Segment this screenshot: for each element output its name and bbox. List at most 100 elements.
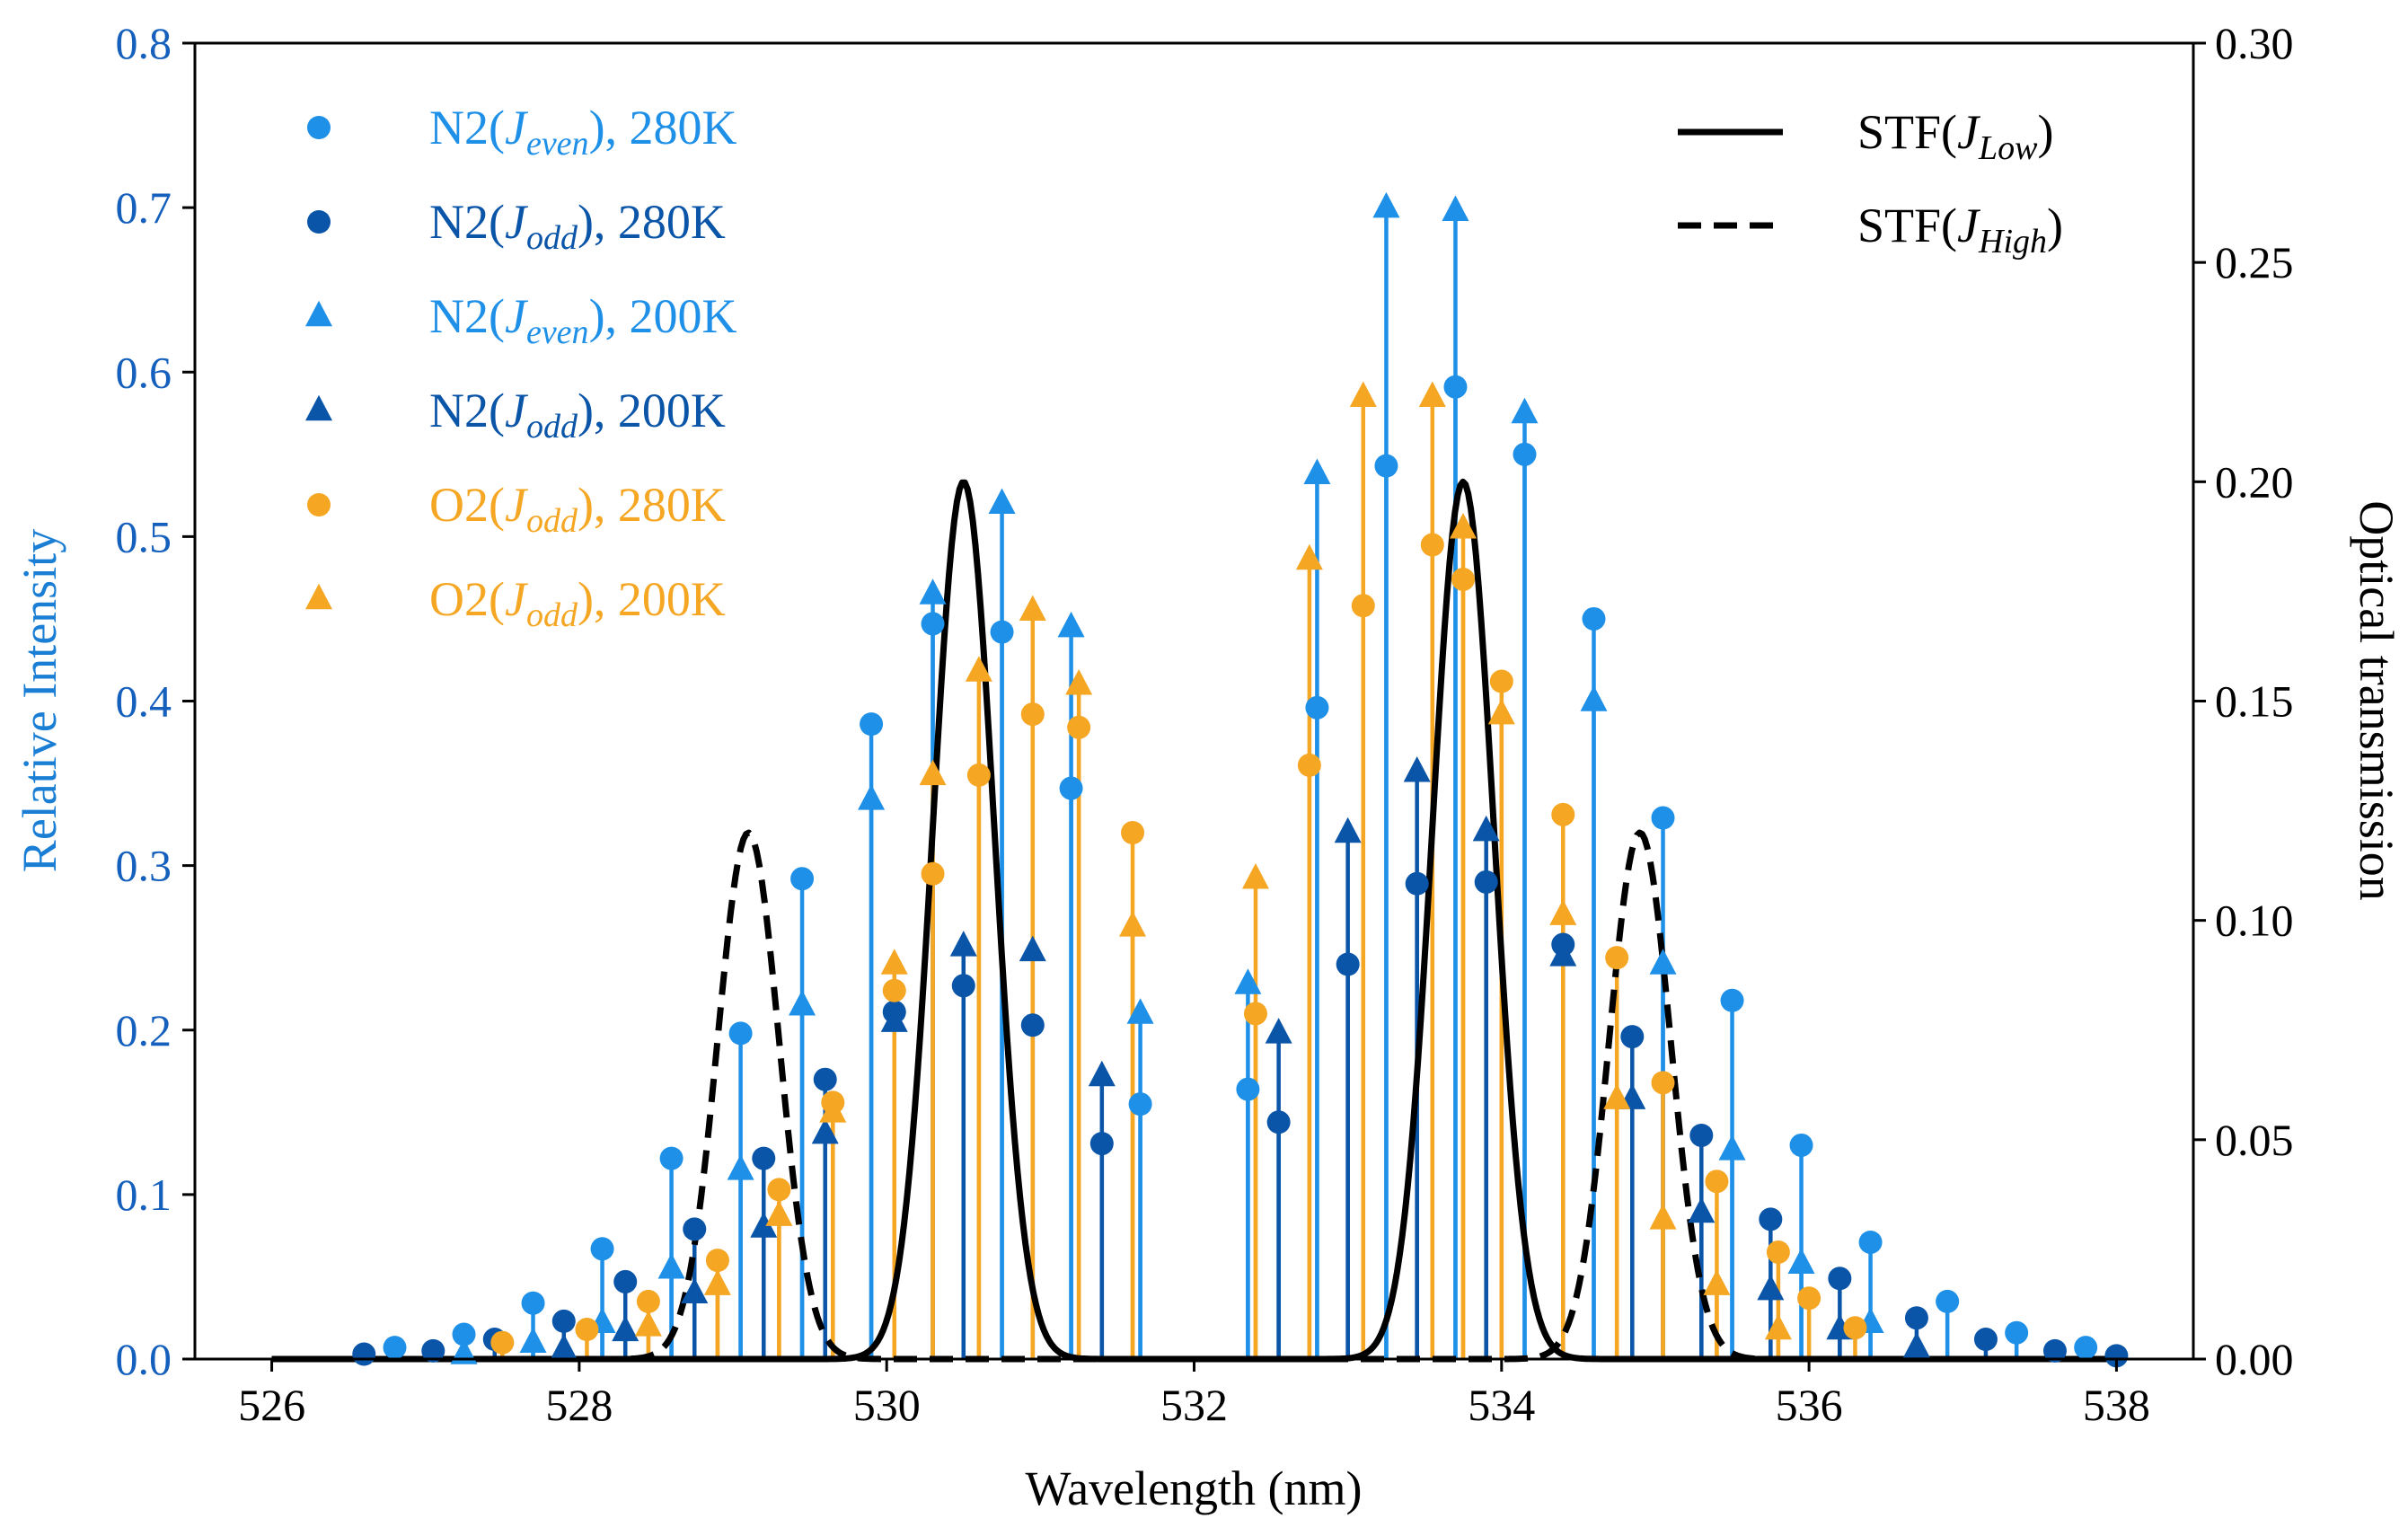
legend-line-label-0: STF(JLow) <box>1857 105 2053 167</box>
point-3-8 <box>1088 1060 1116 1087</box>
point-3-18 <box>1902 1331 1930 1358</box>
point-0-16 <box>1513 442 1537 466</box>
legend-marker-0 <box>307 116 331 139</box>
x-tick-label-4: 534 <box>1468 1380 1535 1430</box>
point-0-14 <box>1374 454 1398 478</box>
point-3-10 <box>1334 817 1362 843</box>
legend-label-0-j: J <box>505 101 529 154</box>
point-3-3 <box>750 1212 778 1238</box>
point-0-4 <box>659 1146 684 1170</box>
point-3-6 <box>949 931 977 957</box>
legend-label-4-tail: ), 280K <box>578 478 726 532</box>
point-0-8 <box>921 612 945 636</box>
x-tick-label-0: 526 <box>238 1380 305 1430</box>
point-2-11 <box>1234 968 1262 994</box>
point-2-8 <box>988 488 1016 514</box>
point-1-10 <box>1020 1013 1045 1037</box>
point-0-18 <box>1651 806 1675 830</box>
point-5-3 <box>819 1097 847 1123</box>
point-4-10 <box>1067 715 1091 739</box>
point-4-13 <box>1297 753 1321 777</box>
point-1-1 <box>421 1338 445 1363</box>
point-2-3 <box>657 1253 685 1279</box>
point-1-14 <box>1405 871 1429 896</box>
legend-label-5-sub: odd <box>526 596 578 634</box>
legend-label-0-sub: even <box>526 125 589 163</box>
point-3-11 <box>1403 755 1431 782</box>
point-4-19 <box>1605 946 1629 970</box>
point-1-15 <box>1474 870 1498 894</box>
legend-label-1-j: J <box>505 195 529 249</box>
legend-right: STF(JLow)STF(JHigh) <box>1678 105 2063 260</box>
point-0-6 <box>790 867 815 891</box>
point-0-24 <box>2074 1336 2098 1360</box>
point-3-13 <box>1549 940 1577 967</box>
point-3-15 <box>1688 1196 1716 1223</box>
point-1-17 <box>1620 1025 1645 1049</box>
point-5-6 <box>965 656 992 682</box>
point-4-22 <box>1766 1240 1790 1264</box>
point-0-22 <box>1936 1289 1960 1313</box>
point-4-12 <box>1243 1002 1267 1026</box>
y-right-tick-label-4: 0.20 <box>2215 456 2294 507</box>
point-4-11 <box>1121 821 1145 844</box>
legend-label-4-sub: odd <box>526 502 578 540</box>
point-3-5 <box>880 1006 908 1032</box>
point-5-14 <box>1450 512 1477 539</box>
point-0-11 <box>1128 1092 1152 1117</box>
y-right-tick-label-3: 0.15 <box>2215 676 2294 727</box>
axis-ticks: 526 528 530 532 534 536 538 0.0 0.1 0.2 0.3 0.4 0.5 0… <box>116 18 2294 1430</box>
point-5-7 <box>1019 595 1046 622</box>
x-tick-label-5: 536 <box>1776 1380 1843 1430</box>
legend-label-1-main: N2( <box>429 195 505 249</box>
legend-marker-5 <box>305 583 332 610</box>
legend-label-5-tail: ), 200K <box>578 572 726 626</box>
point-1-9 <box>951 974 975 998</box>
y-left-tick-label-0: 0.0 <box>116 1334 172 1384</box>
point-5-13 <box>1418 381 1446 407</box>
point-4-23 <box>1797 1286 1821 1311</box>
point-5-19 <box>1703 1269 1731 1295</box>
legend-label-3-tail: ), 200K <box>578 384 726 437</box>
point-0-10 <box>1059 776 1083 800</box>
point-2-1 <box>519 1327 547 1353</box>
point-4-20 <box>1651 1071 1675 1095</box>
point-0-2 <box>521 1291 545 1315</box>
y-axis-left-label: Relative Intensity <box>13 529 66 872</box>
point-1-19 <box>1759 1207 1783 1231</box>
y-right-tick-label-0: 0.00 <box>2215 1334 2294 1384</box>
legend-label-0-main: N2( <box>429 101 505 154</box>
point-4-4 <box>767 1178 791 1202</box>
legend-label-2-tail: ), 200K <box>589 289 737 343</box>
point-1-4 <box>613 1269 638 1293</box>
legend-label-3-j: J <box>505 384 529 437</box>
point-2-7 <box>919 578 947 605</box>
legend-marker-1 <box>307 210 331 234</box>
y-left-tick-label-3: 0.3 <box>116 841 172 891</box>
y-left-tick-label-4: 0.4 <box>116 676 172 727</box>
point-5-11 <box>1295 543 1323 570</box>
point-4-17 <box>1489 669 1513 693</box>
point-2-13 <box>1372 191 1400 218</box>
point-5-12 <box>1349 381 1377 407</box>
y-right-tick-label-1: 0.05 <box>2215 1115 2294 1165</box>
point-1-3 <box>551 1309 576 1333</box>
legend-marker-3 <box>305 394 332 421</box>
point-3-16 <box>1757 1274 1785 1301</box>
point-5-20 <box>1764 1313 1792 1340</box>
legend-line-label-0-main: STF( <box>1857 105 1957 159</box>
point-0-1 <box>452 1322 476 1346</box>
legend-label-5-main: O2( <box>429 572 505 626</box>
point-1-21 <box>1904 1306 1928 1330</box>
point-1-12 <box>1266 1110 1291 1134</box>
point-5-15 <box>1487 698 1515 725</box>
point-5-4 <box>880 949 908 975</box>
legend-label-3-main: N2( <box>429 384 505 437</box>
point-4-8 <box>966 763 991 787</box>
point-1-7 <box>813 1067 837 1091</box>
point-1-11 <box>1089 1132 1114 1156</box>
point-4-1 <box>575 1318 599 1342</box>
legend-line-label-1-j: J <box>1957 199 1981 252</box>
